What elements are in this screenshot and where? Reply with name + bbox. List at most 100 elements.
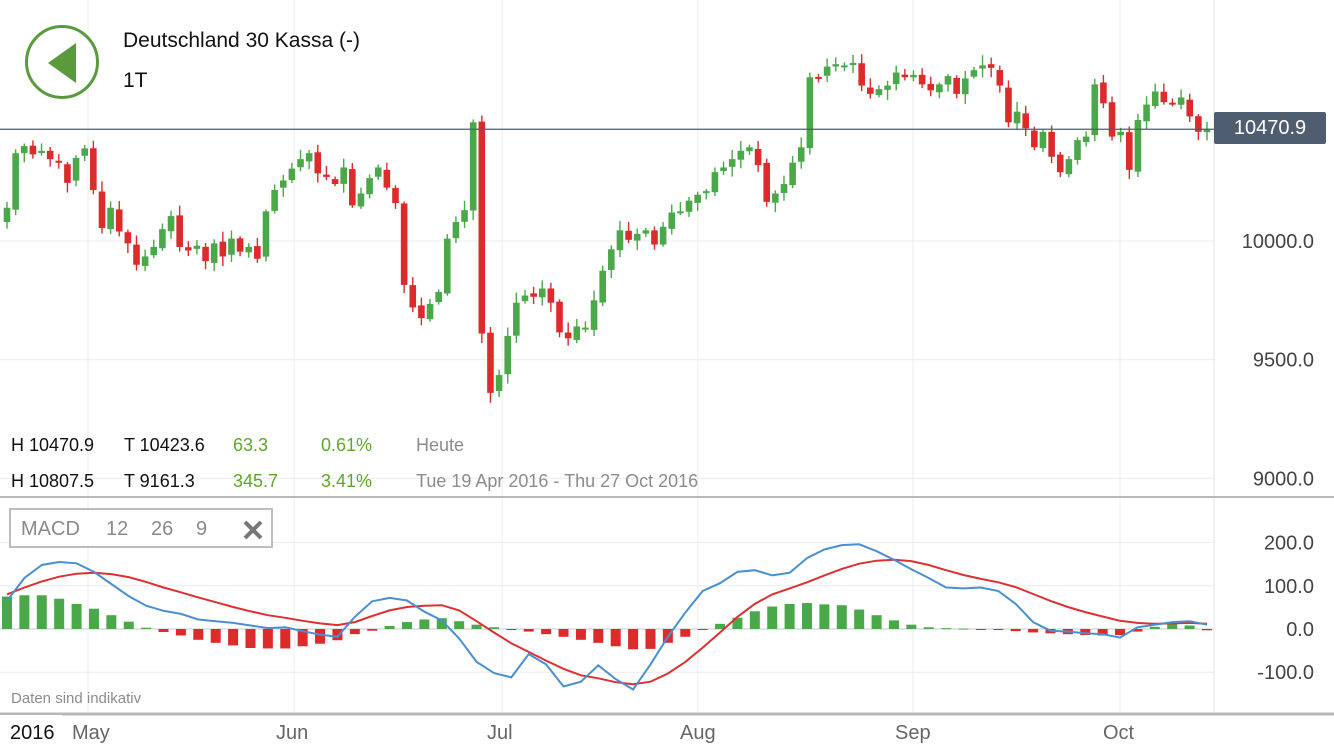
- candle: [521, 290, 529, 304]
- candle-body: [590, 300, 598, 330]
- candle: [279, 174, 287, 197]
- candle-body: [1039, 131, 1047, 149]
- macd-histogram-bar: [367, 629, 378, 631]
- candle-body: [1074, 140, 1081, 160]
- candle: [987, 57, 995, 78]
- candle: [487, 326, 494, 403]
- candle-body: [970, 70, 978, 77]
- candle-body: [20, 146, 28, 154]
- candle-body: [625, 230, 632, 240]
- candle: [167, 210, 175, 239]
- candle: [3, 201, 11, 229]
- candle: [12, 149, 19, 216]
- candle: [961, 70, 969, 105]
- candle: [668, 204, 676, 235]
- candle-body: [1203, 129, 1211, 133]
- candle: [357, 187, 365, 209]
- today-high: H 10470.9: [11, 435, 95, 455]
- candle-body: [961, 78, 969, 95]
- macd-histogram-bar: [1184, 625, 1195, 629]
- macd-histogram-bar: [1010, 629, 1021, 632]
- indicator-legend[interactable]: MACD 12 26 9: [9, 508, 273, 548]
- candle-body: [1186, 99, 1194, 117]
- macd-histogram-bar: [19, 595, 30, 629]
- candle-body: [271, 189, 278, 211]
- candle: [556, 299, 563, 338]
- back-arrow-icon: [48, 43, 76, 83]
- candle: [590, 290, 598, 337]
- candle-body: [1065, 159, 1073, 175]
- candle: [38, 143, 45, 156]
- close-icon[interactable]: [241, 518, 265, 542]
- candle-body: [538, 288, 546, 298]
- candle: [582, 321, 589, 333]
- candle: [633, 228, 641, 250]
- candle-body: [409, 285, 417, 308]
- candle-body: [711, 172, 719, 193]
- candle-body: [789, 162, 796, 186]
- candle: [72, 155, 80, 187]
- candle: [970, 66, 978, 79]
- candle-body: [3, 207, 11, 223]
- macd-histogram-bar: [228, 629, 239, 646]
- candle: [789, 155, 796, 189]
- candle-body: [599, 270, 606, 303]
- candle: [478, 115, 486, 343]
- candle: [1134, 113, 1142, 178]
- macd-histogram-bar: [767, 606, 778, 629]
- candle: [1203, 121, 1211, 141]
- candle: [711, 167, 719, 197]
- candle-body: [728, 159, 736, 167]
- candle-body: [1005, 87, 1012, 123]
- candle-body: [150, 246, 158, 256]
- candle-body: [504, 335, 512, 375]
- candle-body: [55, 160, 63, 163]
- candle-body: [720, 167, 727, 172]
- disclaimer: Daten sind indikativ: [11, 690, 142, 707]
- candle-body: [193, 245, 201, 249]
- candle-body: [849, 63, 857, 66]
- candle-body: [236, 238, 244, 252]
- macd-histogram-bar: [280, 629, 291, 649]
- candle-body: [996, 70, 1004, 86]
- candle: [772, 190, 779, 213]
- candle: [573, 318, 581, 344]
- candle: [936, 82, 943, 99]
- candle-body: [737, 150, 745, 160]
- candle: [720, 161, 727, 175]
- candle: [1005, 80, 1012, 128]
- candle-body: [1056, 154, 1064, 173]
- macd-histogram-bar: [680, 629, 691, 637]
- candle-body: [702, 191, 710, 194]
- candle-body: [81, 148, 88, 156]
- macd-histogram-bar: [975, 629, 986, 630]
- candle: [55, 154, 63, 169]
- macd-histogram-bar: [732, 617, 743, 629]
- candle-body: [383, 169, 391, 188]
- candle: [124, 229, 132, 253]
- candle: [823, 58, 831, 82]
- range-change: 345.7: [233, 471, 279, 491]
- candle-body: [297, 159, 304, 168]
- candle: [331, 176, 339, 187]
- candle: [340, 158, 347, 193]
- macd-histogram-bar: [332, 629, 343, 641]
- candle-body: [573, 326, 581, 340]
- candle: [797, 137, 805, 169]
- range-high: H 10807.5: [11, 471, 95, 491]
- candle: [927, 76, 935, 97]
- x-tick-jul: Jul: [487, 722, 513, 744]
- today-low: T 10423.6: [124, 435, 205, 455]
- period-label[interactable]: 1T: [123, 69, 148, 92]
- candle: [20, 143, 28, 163]
- range-low: T 9161.3: [124, 471, 195, 491]
- candle: [1091, 78, 1099, 142]
- candle-body: [374, 167, 382, 177]
- today-label: Heute: [416, 435, 465, 455]
- candle: [98, 181, 106, 234]
- back-button[interactable]: [25, 25, 99, 99]
- candle-body: [927, 83, 935, 91]
- candle-body: [806, 77, 814, 149]
- candle: [659, 222, 667, 247]
